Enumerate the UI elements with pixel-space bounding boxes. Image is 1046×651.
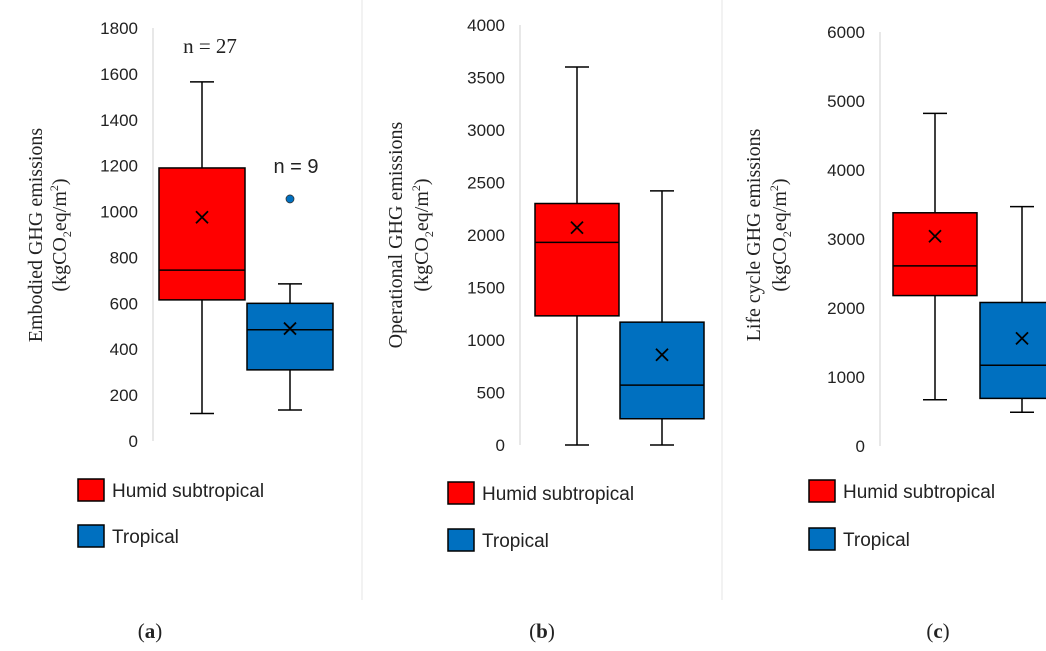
y-tick-label: 0 (129, 432, 138, 451)
mean-marker (283, 321, 297, 336)
y-tick-label: 0 (496, 436, 505, 455)
y-tick-label: 1400 (100, 111, 138, 130)
legend: Humid subtropical Tropical (808, 479, 995, 551)
box-iqr (246, 302, 334, 371)
box-iqr (619, 321, 705, 420)
panel-caption: (a) (138, 619, 163, 643)
panel-caption: (c) (926, 619, 949, 643)
y-axis-label-line2: (kgCO2eq/m2) (409, 178, 436, 291)
box-humid-subtropical (534, 66, 620, 446)
legend-label: Tropical (843, 530, 910, 551)
y-axis-label-line1: Operational GHG emissions (385, 121, 407, 348)
outlier-point (285, 194, 295, 204)
y-tick-label: 4000 (827, 161, 865, 180)
legend-swatch (77, 478, 105, 502)
y-tick-label: 200 (110, 386, 138, 405)
box-tropical (619, 190, 705, 446)
y-axis-label-line2: (kgCO2eq/m2) (767, 178, 794, 291)
legend-swatch (447, 528, 475, 552)
y-tick-label: 400 (110, 340, 138, 359)
panel-dividers (361, 0, 723, 600)
y-tick-label: 1600 (100, 65, 138, 84)
box-iqr (534, 202, 620, 317)
legend-swatch (447, 481, 475, 505)
mean-marker (1015, 331, 1029, 345)
legend-swatch (808, 527, 836, 551)
legend-label: Humid subtropical (112, 481, 264, 502)
y-tick-label: 1500 (467, 279, 505, 298)
y-tick-label: 3000 (467, 121, 505, 140)
mean-marker (928, 229, 942, 243)
legend: Humid subtropical Tropical (77, 478, 264, 548)
y-axis-label: Operational GHG emissions (kgCO2eq/m2) (385, 121, 436, 348)
legend-label: Humid subtropical (843, 482, 995, 503)
y-tick-label: 800 (110, 248, 138, 267)
legend-label: Tropical (482, 531, 549, 552)
chart-panels: 0 200 400 600 800 1000 1200 1400 1600 1800 Embodie… (25, 16, 1046, 643)
y-axis-label-line1: Life cycle GHG emissions (743, 128, 765, 341)
y-axis-label-line1: Embodied GHG emissions (25, 128, 47, 343)
y-tick-label: 2000 (467, 226, 505, 245)
y-tick-label: 2500 (467, 174, 505, 193)
panel-caption: (b) (529, 619, 555, 643)
y-tick-label: 1000 (100, 203, 138, 222)
box-iqr (158, 167, 246, 301)
panel-b: 0 500 1000 1500 2000 2500 3000 3500 4000 Operatio… (385, 16, 705, 643)
y-tick-label: 1000 (827, 368, 865, 387)
box-iqr (892, 212, 978, 297)
box-tropical: n = 9 (246, 156, 334, 411)
y-tick-label: 5000 (827, 92, 865, 111)
box-iqr (979, 301, 1046, 400)
legend-label: Tropical (112, 527, 179, 548)
y-tick-label: 500 (477, 384, 505, 403)
legend-label: Humid subtropical (482, 484, 634, 505)
legend-swatch (808, 479, 836, 503)
mean-marker (195, 210, 209, 224)
y-tick-label: 6000 (827, 23, 865, 42)
y-tick-label: 600 (110, 294, 138, 313)
legend: Humid subtropical Tropical (447, 481, 634, 552)
y-tick-label: 2000 (827, 299, 865, 318)
y-axis-label: Life cycle GHG emissions (kgCO2eq/m2) (743, 128, 794, 341)
sample-size-annotation: n = 27 (183, 34, 237, 58)
box-tropical (979, 205, 1046, 413)
y-tick-label: 1000 (467, 331, 505, 350)
legend-swatch (77, 524, 105, 548)
panel-a: 0 200 400 600 800 1000 1200 1400 1600 1800 Embodie… (25, 19, 334, 643)
y-axis-label-line2: (kgCO2eq/m2) (47, 178, 74, 291)
y-axis-label: Embodied GHG emissions (kgCO2eq/m2) (25, 128, 74, 343)
mean-marker (570, 221, 584, 235)
y-tick-label: 3500 (467, 69, 505, 88)
mean-marker (655, 348, 669, 362)
y-tick-label: 1200 (100, 157, 138, 176)
y-tick-label: 0 (856, 437, 865, 456)
sample-size-annotation: n = 9 (273, 156, 318, 178)
y-tick-label: 3000 (827, 230, 865, 249)
panel-c: 0 1000 2000 3000 4000 5000 6000 Life cycle GHG … (743, 23, 1046, 643)
y-tick-label: 4000 (467, 16, 505, 35)
box-humid-subtropical: n = 27 (158, 34, 246, 415)
y-tick-label: 1800 (100, 19, 138, 38)
box-humid-subtropical (892, 112, 978, 401)
